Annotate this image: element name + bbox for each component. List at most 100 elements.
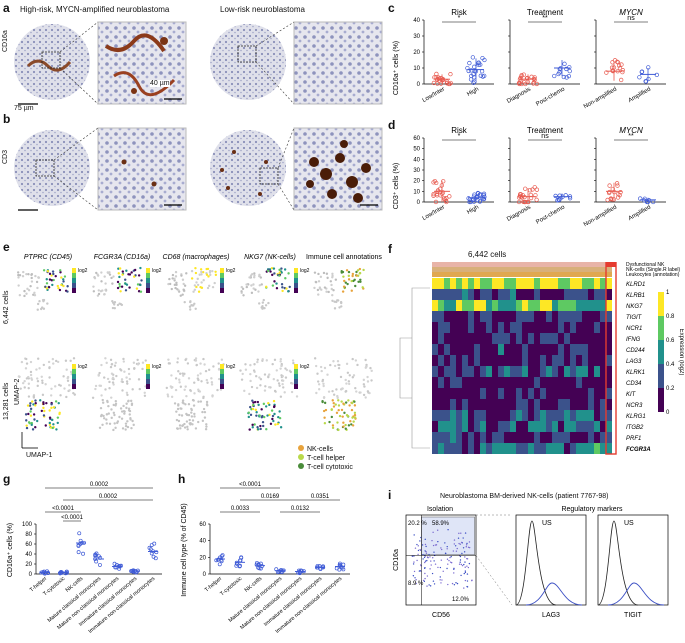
umap-point: [118, 302, 121, 305]
heatmap-cell: [546, 432, 552, 443]
umap-point: [182, 282, 185, 286]
heatmap-cell: [600, 432, 606, 443]
colorbar-tick: 0: [666, 410, 670, 416]
gene-label: KLRG1: [626, 414, 646, 420]
umap-point: [36, 377, 39, 380]
event-dot: [437, 540, 439, 543]
umap-point: [21, 381, 25, 385]
colorbar-cell: [146, 288, 150, 293]
umap-point: [24, 413, 28, 416]
annotation-bar: [432, 267, 612, 272]
umap-point: [62, 284, 65, 288]
umap-point: [51, 283, 54, 287]
heatmap-cell: [492, 278, 498, 289]
umap-point: [210, 377, 213, 380]
umap-point: [144, 359, 147, 362]
umap-point: [29, 370, 33, 374]
event-dot: [424, 561, 426, 564]
y-tick-label: 60: [25, 542, 32, 548]
heatmap-cell: [546, 399, 552, 410]
umap-point: [347, 278, 351, 281]
y-tick-label: 10: [413, 189, 420, 195]
umap-point: [340, 387, 344, 390]
umap-point: [93, 277, 97, 280]
heatmap-cell: [480, 388, 486, 399]
heatmap-cell: [558, 399, 564, 410]
umap-point: [106, 377, 110, 381]
heatmap-cell: [456, 355, 462, 366]
heatmap-cell: [474, 366, 480, 377]
umap-point: [48, 366, 51, 370]
heatmap-cell: [534, 421, 540, 432]
umap-point: [177, 370, 180, 373]
umap-point: [366, 375, 369, 379]
heatmap-cell: [582, 300, 588, 311]
p-value-label: 0.0002: [99, 494, 118, 500]
umap-point: [255, 386, 259, 390]
umap-point: [33, 294, 37, 297]
umap-point: [358, 267, 362, 271]
umap-point: [92, 290, 96, 293]
umap-point: [368, 391, 371, 395]
umap2-axis-label: UMAP-2: [14, 378, 21, 405]
y-tick-label: 40: [25, 552, 32, 558]
event-dot: [465, 544, 468, 546]
heatmap-cell: [510, 443, 516, 454]
umap-point: [355, 270, 358, 274]
event-dot: [423, 580, 426, 583]
data-point: [471, 72, 476, 77]
panel-label-h: h: [178, 472, 186, 486]
umap-point: [194, 427, 198, 430]
heatmap-cell: [492, 366, 498, 377]
data-point: [478, 62, 483, 67]
heatmap-cell: [594, 355, 600, 366]
heatmap-cell: [564, 410, 570, 421]
colorbar-cell: [220, 283, 224, 288]
heatmap-cell: [540, 333, 546, 344]
umap-point: [344, 390, 347, 393]
umap-point: [322, 384, 325, 388]
heatmap-cell: [492, 344, 498, 355]
data-point: [81, 551, 85, 556]
umap-point: [27, 382, 31, 385]
umap-point: [35, 368, 38, 371]
umap-point: [64, 359, 68, 362]
data-point: [219, 559, 224, 564]
zoom-image-highrisk-cd3: [97, 127, 187, 211]
umap-point: [280, 364, 283, 368]
umap-point: [118, 275, 121, 279]
heatmap-cell: [564, 421, 570, 432]
umap-point: [252, 287, 255, 290]
umap-point: [269, 270, 272, 273]
heatmap-cell: [606, 311, 612, 322]
heatmap-cell: [552, 300, 558, 311]
event-dot: [414, 577, 416, 579]
umap-point: [42, 406, 45, 410]
umap-point: [364, 396, 367, 399]
umap-point: [133, 268, 137, 272]
heatmap-cell: [486, 344, 492, 355]
umap-point: [262, 298, 265, 302]
colorbar-title: log2: [226, 268, 236, 274]
umap-point: [251, 423, 254, 427]
event-dot: [424, 577, 426, 580]
umap-column-title: Immune cell annotations: [306, 254, 382, 261]
umap-point: [344, 423, 347, 427]
heatmap-cell: [468, 443, 474, 454]
heatmap-cell: [570, 410, 576, 421]
event-dot: [465, 546, 467, 548]
umap-point: [102, 414, 105, 418]
umap-point: [118, 285, 121, 288]
umap-point: [30, 280, 34, 283]
event-dot: [440, 547, 442, 549]
heatmap-cell: [504, 432, 510, 443]
heatmap-cell: [456, 278, 462, 289]
umap-point: [36, 308, 39, 311]
heatmap-cell: [474, 399, 480, 410]
umap-point: [111, 376, 115, 380]
umap-point: [92, 285, 95, 288]
heatmap-cell: [540, 300, 546, 311]
data-point: [553, 193, 558, 199]
heatmap-cell: [552, 333, 558, 344]
umap-point: [267, 375, 270, 379]
